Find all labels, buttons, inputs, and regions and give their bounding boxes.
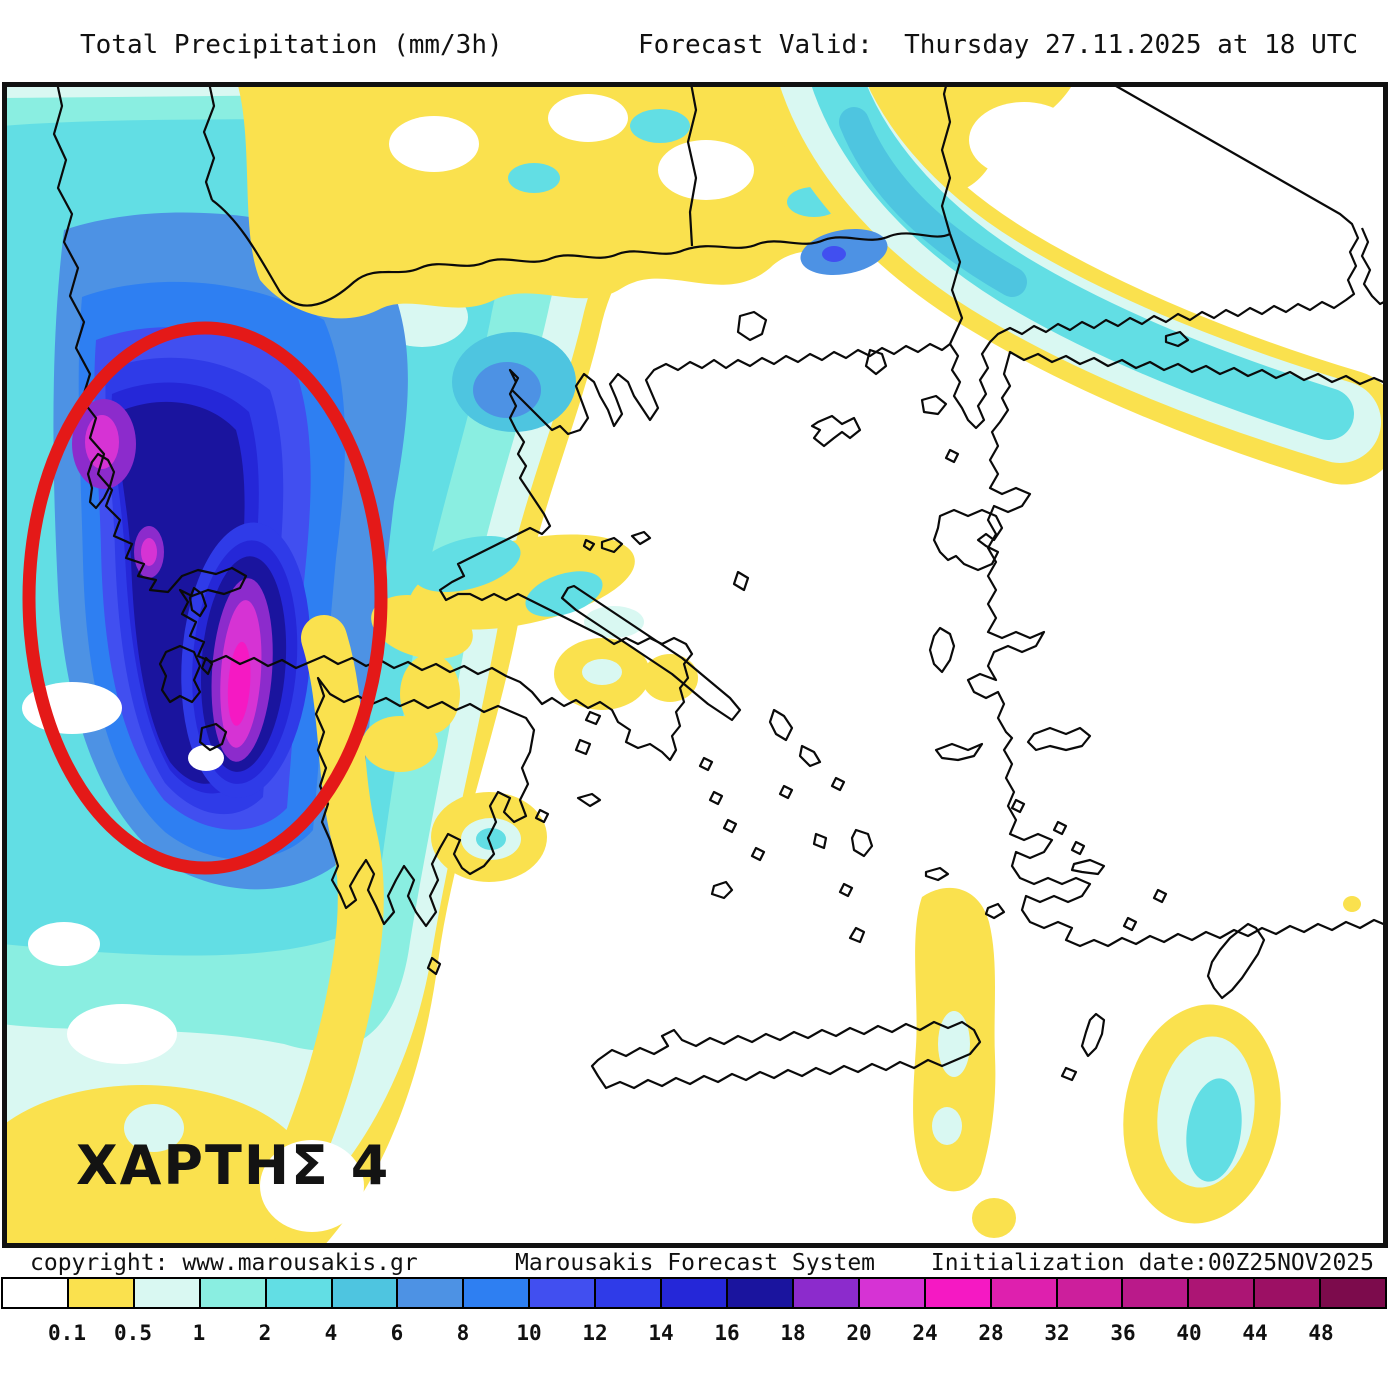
legend-cell <box>791 1279 858 1307</box>
precipitation-map-svg <box>2 82 1388 1248</box>
legend-tick-label: 14 <box>648 1321 674 1345</box>
legend-tick-label: 18 <box>780 1321 806 1345</box>
legend-cell <box>923 1279 990 1307</box>
legend-cell <box>594 1279 661 1307</box>
legend-cell <box>396 1279 463 1307</box>
initialization-text: Initialization date:00Z25NOV2025 <box>930 1250 1374 1276</box>
legend-tick-label: 1 <box>192 1321 206 1345</box>
footer: copyright: www.marousakis.gr Marousakis … <box>0 1250 1390 1276</box>
legend-cell <box>330 1279 397 1307</box>
legend-cell <box>989 1279 1056 1307</box>
legend-tick-label: 0.1 <box>48 1321 86 1345</box>
legend-tick-label: 32 <box>1044 1321 1070 1345</box>
legend-tick-label: 6 <box>390 1321 404 1345</box>
legend-cell <box>857 1279 924 1307</box>
legend-tick-label: 28 <box>978 1321 1004 1345</box>
legend-cell <box>3 1279 67 1307</box>
legend-tick-label: 2 <box>258 1321 272 1345</box>
precipitation-shading <box>2 82 1388 1248</box>
legend-cell <box>1253 1279 1320 1307</box>
legend-tick-label: 20 <box>846 1321 872 1345</box>
system-name-text: Marousakis Forecast System <box>514 1250 876 1276</box>
legend-tick-label: 8 <box>456 1321 470 1345</box>
weather-map: ΧΑΡΤΗΣ 4 <box>2 82 1388 1248</box>
forecast-valid-text: Forecast Valid: Thursday 27.11.2025 at 1… <box>638 30 1359 60</box>
legend-cell <box>1121 1279 1188 1307</box>
legend-cell <box>1187 1279 1254 1307</box>
legend-color-bar <box>1 1277 1387 1309</box>
coastlines <box>52 82 1388 1090</box>
map-number-label: ΧΑΡΤΗΣ 4 <box>76 1134 391 1197</box>
legend-cell <box>66 1279 133 1307</box>
legend-tick-label: 48 <box>1308 1321 1334 1345</box>
legend-tick-label: 10 <box>516 1321 542 1345</box>
map-border <box>2 82 1388 1248</box>
header: Total Precipitation (mm/3h) Forecast Val… <box>0 0 1390 82</box>
copyright-text: copyright: www.marousakis.gr <box>30 1250 418 1276</box>
legend-tick-label: 44 <box>1242 1321 1268 1345</box>
legend-tick-label: 16 <box>714 1321 740 1345</box>
map-title: Total Precipitation (mm/3h) <box>80 30 503 60</box>
legend-cell <box>132 1279 199 1307</box>
legend-cell <box>660 1279 726 1307</box>
legend-cell <box>264 1279 331 1307</box>
legend-cell <box>462 1279 529 1307</box>
legend-cell <box>528 1279 595 1307</box>
legend-cell <box>1055 1279 1122 1307</box>
legend-tick-label: 40 <box>1176 1321 1202 1345</box>
legend-cell <box>1319 1279 1386 1307</box>
legend-tick-label: 36 <box>1110 1321 1136 1345</box>
precip-legend: 0.1 0.5 1 2 4 6 8 10 12 14 16 18 20 24 28 32 36 40 44 48 <box>1 1277 1389 1377</box>
legend-tick-label: 24 <box>912 1321 938 1345</box>
legend-cell <box>198 1279 265 1307</box>
legend-tick-label: 4 <box>324 1321 338 1345</box>
legend-cell <box>725 1279 792 1307</box>
highlight-ellipse <box>22 321 388 875</box>
legend-tick-label: 12 <box>582 1321 608 1345</box>
legend-tick-label: 0.5 <box>114 1321 152 1345</box>
legend-tick-labels: 0.1 0.5 1 2 4 6 8 10 12 14 16 18 20 24 28 32 36 40 44 48 <box>1 1317 1387 1357</box>
